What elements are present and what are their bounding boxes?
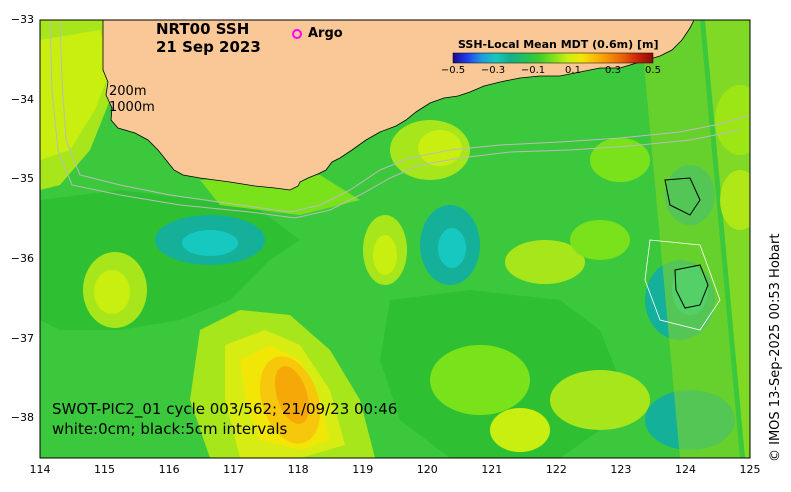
x-tick-label: 115 [94, 463, 116, 476]
colorbar-tick-label: −0.3 [480, 65, 506, 76]
colorbar-tick-label: −0.1 [520, 65, 546, 76]
colorbar-rect [452, 52, 654, 64]
colorbar [452, 52, 654, 64]
y-tick-label: −34 [10, 92, 34, 106]
x-tick-label: 114 [29, 463, 51, 476]
argo-legend-label: Argo [308, 26, 343, 41]
y-tick-label: −38 [10, 411, 34, 425]
isobaths [49, 20, 750, 219]
x-tick-label: 121 [481, 463, 503, 476]
plot-area [40, 20, 750, 458]
x-tick-label: 123 [610, 463, 632, 476]
isobath-200m-label: 200m [109, 84, 147, 99]
x-tick-label: 119 [352, 463, 374, 476]
y-tick-label: −33 [10, 13, 34, 26]
colorbar-tick-label: −0.5 [440, 65, 466, 76]
map-title: NRT00 SSH [156, 20, 250, 38]
colorbar-tick-label: 0.1 [565, 65, 581, 76]
colorbar-title: SSH-Local Mean MDT (0.6m) [m] [458, 38, 659, 51]
x-tick-label: 117 [223, 463, 245, 476]
swot-swaths [640, 20, 750, 458]
argo-legend: Argo [292, 26, 343, 41]
x-tick-label: 124 [674, 463, 696, 476]
y-tick-label: −36 [10, 251, 34, 265]
contour-info-line2: white:0cm; black:5cm intervals [52, 420, 288, 438]
y-tick-label: −35 [10, 172, 34, 186]
plot-frame [39, 19, 751, 459]
y-tick-label: −37 [10, 331, 34, 345]
x-tick-label: 120 [416, 463, 438, 476]
x-tick-label: 116 [158, 463, 180, 476]
swot-info-line1: SWOT-PIC2_01 cycle 003/562; 21/09/23 00:… [52, 400, 398, 418]
argo-marker-icon [292, 28, 302, 39]
map-date: 21 Sep 2023 [156, 38, 261, 56]
colorbar-tick-label: 0.5 [645, 65, 661, 76]
ssh-contours [644, 177, 721, 331]
colorbar-tick-label: 0.3 [605, 65, 621, 76]
x-tick-label: 122 [545, 463, 567, 476]
x-tick-label: 125 [739, 463, 761, 476]
credit-text: © IMOS 13-Sep-2025 00:53 Hobart [768, 233, 783, 462]
isobath-1000m-label: 1000m [109, 100, 155, 115]
x-tick-label: 118 [287, 463, 309, 476]
